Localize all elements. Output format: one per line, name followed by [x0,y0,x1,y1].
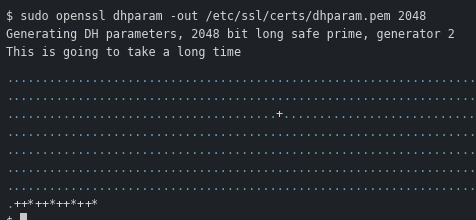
Text: +: + [41,198,49,211]
Text: +: + [63,198,70,211]
Text: +: + [13,198,20,211]
Text: *: * [27,198,34,211]
Text: .........................................: ........................................… [283,108,476,121]
Text: ................................................................................: ........................................… [6,72,476,85]
Text: *: * [70,198,77,211]
Text: This is going to take a long time: This is going to take a long time [6,46,241,59]
Text: +: + [84,198,91,211]
Text: +: + [77,198,84,211]
Text: +: + [56,198,63,211]
Text: +: + [20,198,27,211]
Bar [20,213,27,220]
Text: ...........................................................................: ........................................… [6,180,476,193]
Text: *: * [91,198,98,211]
Text: $: $ [6,216,20,220]
Text: +: + [276,108,283,121]
Text: ..........................................................................: ........................................… [6,162,476,175]
Text: ................................................................................: ........................................… [6,90,476,103]
Text: ................................................................................: ........................................… [6,144,476,157]
Text: ................................................................................: ........................................… [6,126,476,139]
Text: ......................................: ...................................... [6,108,277,121]
Text: $ sudo openssl dhparam -out /etc/ssl/certs/dhparam.pem 2048: $ sudo openssl dhparam -out /etc/ssl/cer… [6,10,426,23]
Text: +: + [34,198,41,211]
Text: .: . [6,198,13,211]
Text: Generating DH parameters, 2048 bit long safe prime, generator 2: Generating DH parameters, 2048 bit long … [6,28,455,41]
Text: *: * [49,198,56,211]
